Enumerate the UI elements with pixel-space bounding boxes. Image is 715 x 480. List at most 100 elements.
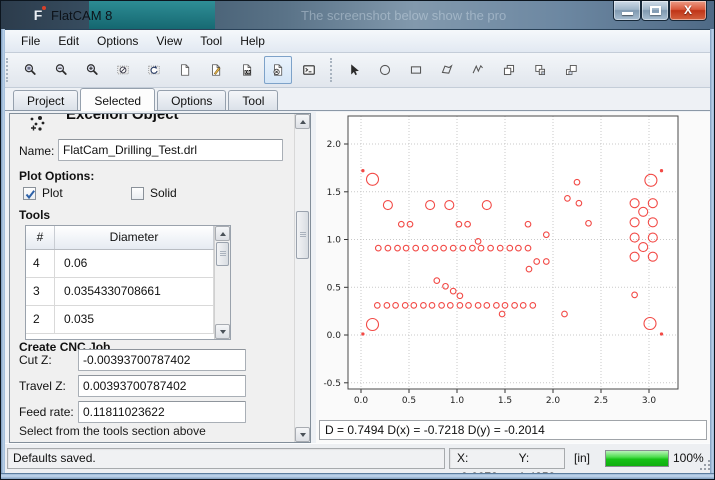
table-scroll-thumb[interactable] (216, 242, 229, 266)
svg-text:0.5: 0.5 (402, 396, 416, 406)
tab-tool[interactable]: Tool (228, 90, 279, 110)
move-squares-icon (535, 64, 546, 76)
add-circle-button[interactable] (371, 56, 399, 84)
toolbar-gripper[interactable] (330, 58, 334, 82)
svg-text:2.0: 2.0 (546, 396, 561, 406)
clear-plot-button[interactable] (109, 56, 137, 84)
checkbox-label: Plot (42, 186, 63, 200)
plot-canvas[interactable]: 0.0 0.5 1.0 1.5 2.0 2.5 3.0 -0.5 0.0 0.5 1.0 1.5 2.0 (316, 112, 710, 416)
main-content: Excellon Object Name: Plot Options: Plot… (1, 112, 714, 444)
panel-scrollbar[interactable] (294, 114, 310, 442)
window-title: FlatCAM 8 (51, 8, 113, 23)
table-scroll-down-button[interactable] (215, 324, 230, 339)
menu-view[interactable]: View (156, 34, 183, 48)
svg-text:2.0: 2.0 (327, 140, 342, 150)
polyline-icon (472, 64, 483, 74)
minimize-button[interactable] (613, 1, 641, 21)
menu-help[interactable]: Help (240, 34, 265, 48)
flatcam-logo-icon: F (29, 6, 47, 24)
col-header-number: # (26, 226, 55, 249)
shell-button[interactable] (295, 56, 323, 84)
tool-row[interactable]: 2 0.035 (26, 306, 230, 334)
close-button[interactable]: X (669, 1, 707, 21)
travel-z-input[interactable] (78, 375, 246, 397)
page-cancel-icon (273, 64, 283, 76)
svg-text:0.0: 0.0 (354, 396, 369, 406)
add-path-button[interactable] (464, 56, 492, 84)
maximize-button[interactable] (641, 1, 669, 21)
plot-checkbox[interactable]: Plot (23, 186, 63, 200)
duplicate-objects-button[interactable] (557, 56, 585, 84)
tools-hint-text: Select from the tools section above (19, 424, 206, 438)
plot-panel: 0.0 0.5 1.0 1.5 2.0 2.5 3.0 -0.5 0.0 0.5 1.0 1.5 2.0… (316, 112, 710, 444)
tab-project[interactable]: Project (13, 90, 79, 110)
table-scroll-up-button[interactable] (215, 226, 230, 241)
zoom-fit-button[interactable] (16, 56, 44, 84)
toolbar-gripper[interactable] (6, 58, 10, 82)
arrow-down-icon (299, 432, 306, 437)
rectangle-icon (410, 66, 422, 74)
cut-z-input[interactable] (78, 349, 246, 371)
tool-row[interactable]: 3 0.0354330708661 (26, 278, 230, 306)
maximize-icon (650, 6, 661, 15)
menu-tool[interactable]: Tool (200, 34, 223, 48)
blank-page-icon (181, 64, 190, 76)
window-border-left (1, 29, 5, 479)
add-rectangle-button[interactable] (402, 56, 430, 84)
update-geometry-button[interactable]: Ok (233, 56, 261, 84)
window-border-right (710, 29, 714, 479)
copy-objects-button[interactable] (495, 56, 523, 84)
table-scrollbar[interactable] (214, 226, 230, 339)
magnifier-plus-icon (86, 64, 98, 75)
checkbox-box (23, 186, 36, 200)
panel-scroll-down-button[interactable] (295, 427, 310, 442)
tools-table-header: # Diameter (26, 226, 230, 250)
move-objects-button[interactable] (526, 56, 554, 84)
new-geometry-button[interactable] (171, 56, 199, 84)
tool-diameter-cell: 0.035 (55, 306, 214, 333)
name-input[interactable] (58, 139, 283, 161)
cancel-edit-button[interactable] (264, 56, 292, 84)
tool-diameter-cell: 0.06 (55, 250, 214, 277)
panel-scroll-up-button[interactable] (295, 114, 310, 129)
col-header-diameter: Diameter (55, 226, 214, 249)
coord-y: Y: 1.4359 (518, 451, 556, 479)
pointer-icon (351, 64, 359, 76)
page-ok-icon: Ok (243, 64, 252, 76)
feed-rate-input[interactable] (78, 401, 246, 423)
select-tool-button[interactable] (340, 56, 368, 84)
add-polygon-button[interactable] (433, 56, 461, 84)
menu-file[interactable]: File (21, 34, 41, 48)
svg-text:3.0: 3.0 (642, 396, 657, 406)
travel-z-label: Travel Z: (19, 379, 66, 393)
panel-scroll-thumb[interactable] (296, 211, 309, 259)
tool-number-cell: 4 (26, 250, 55, 277)
menu-options[interactable]: Options (97, 34, 139, 48)
terminal-icon (303, 65, 315, 75)
zoom-in-button[interactable] (78, 56, 106, 84)
magnifier-fit-icon (24, 64, 36, 75)
toolbar: Ok (2, 53, 713, 88)
resize-grip[interactable] (700, 460, 710, 470)
tab-selected[interactable]: Selected (80, 88, 156, 111)
copy-squares-icon (503, 64, 515, 76)
replot-button[interactable] (140, 56, 168, 84)
zoom-out-button[interactable] (47, 56, 75, 84)
svg-text:1.5: 1.5 (327, 188, 341, 198)
tab-options[interactable]: Options (157, 90, 227, 110)
svg-text:1.5: 1.5 (498, 396, 512, 406)
tool-number-cell: 2 (26, 306, 55, 333)
tools-table: # Diameter 4 0.06 3 0.0354330708661 2 0.035 (25, 225, 231, 340)
window-border-bottom (1, 473, 714, 479)
solid-checkbox[interactable]: Solid (131, 186, 177, 200)
svg-text:0.0: 0.0 (327, 331, 342, 341)
tool-row[interactable]: 4 0.06 (26, 250, 230, 278)
titlebar[interactable]: The screenshot below show the pro F Flat… (1, 1, 714, 30)
progress-percent: 100% (673, 451, 704, 465)
duplicate-squares-icon (565, 64, 577, 76)
edit-geometry-button[interactable] (202, 56, 230, 84)
status-message: Defaults saved. (7, 448, 445, 469)
tool-number-cell: 3 (26, 278, 55, 305)
menu-edit[interactable]: Edit (58, 34, 80, 48)
